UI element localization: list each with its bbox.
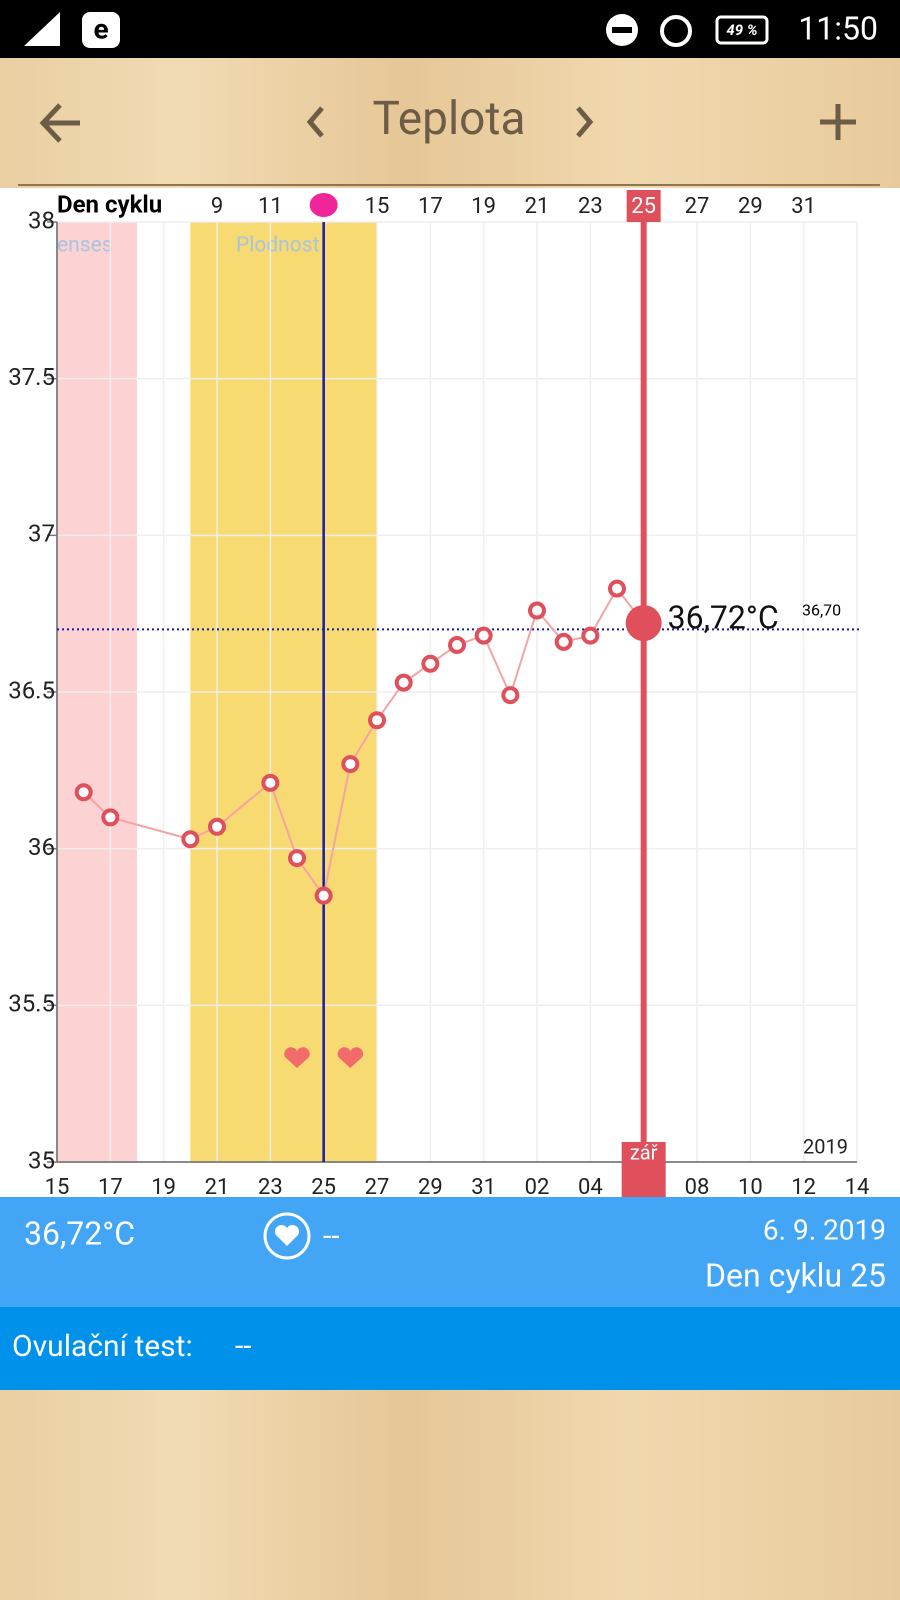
cycle-day-label: 31 — [791, 194, 816, 219]
chart: enses Plodnost 35 35.5 36 36.5 37 37.5 38 15 17 19 2… — [8, 190, 869, 1201]
value-label: 36,72°C — [668, 599, 779, 637]
x-tick-label: 04 — [578, 1175, 603, 1200]
y-tick-label: 35 — [28, 1146, 55, 1174]
data-point — [394, 673, 413, 692]
x-tick-label: 10 — [738, 1175, 763, 1200]
data-point — [74, 783, 93, 802]
app-icon-letter: e — [93, 12, 108, 45]
header — [0, 58, 900, 188]
y-tick-label: 36 — [28, 833, 55, 861]
band-label: enses — [57, 234, 113, 258]
cycle-day-label: 21 — [525, 194, 550, 219]
data-point — [208, 817, 226, 836]
ovulation-marker — [309, 193, 338, 217]
selected-day-line — [640, 222, 647, 1197]
cycle-day-label: 19 — [471, 194, 496, 219]
selected-date-box — [621, 1167, 666, 1201]
intercourse-heart — [337, 1047, 364, 1068]
x-tick-label: 23 — [258, 1175, 283, 1200]
ovulation-test-value: -- — [235, 1329, 252, 1364]
x-tick-label: 31 — [471, 1175, 496, 1200]
y-tick-label: 35.5 — [8, 990, 55, 1018]
info-temperature: 36,72°C — [24, 1214, 135, 1252]
cycle-day-label: 23 — [578, 194, 603, 219]
data-point — [608, 579, 626, 598]
x-tick-label: 17 — [98, 1175, 123, 1200]
y-tick-label: 37 — [28, 520, 55, 548]
footer-wood — [0, 1390, 900, 1600]
header-title: Teplota — [373, 92, 526, 146]
info-cycle-day: Den cyklu 25 — [705, 1256, 886, 1294]
back-button[interactable] — [39, 103, 80, 143]
app-icon — [82, 12, 120, 48]
data-point — [341, 755, 360, 774]
x-tick-label: 15 — [45, 1175, 70, 1200]
cycle-day-label: 11 — [258, 194, 283, 219]
data-point — [261, 773, 280, 792]
cycle-day-label: 9 — [211, 194, 223, 219]
x-tick-label: 27 — [365, 1175, 390, 1200]
year-label: 2019 — [803, 1134, 848, 1158]
x-tick-label: 02 — [525, 1175, 550, 1200]
cycle-day-label: 25 — [631, 194, 656, 219]
status-bar — [0, 0, 900, 58]
data-point — [421, 654, 440, 673]
next-button[interactable] — [576, 106, 594, 138]
heart-icon — [274, 1224, 300, 1246]
x-tick-label: 25 — [311, 1175, 336, 1200]
x-tick-label: 19 — [151, 1175, 176, 1200]
intercourse-value: -- — [323, 1219, 340, 1254]
selected-point — [625, 605, 662, 642]
clock: 11:50 — [798, 9, 878, 47]
y-tick-label: 38 — [28, 206, 55, 234]
data-point — [181, 830, 200, 849]
ovulation-test-label: Ovulační test: — [12, 1329, 193, 1364]
data-point — [501, 686, 520, 705]
alarm-icon — [660, 15, 692, 47]
selected-cycle-day-box — [626, 190, 661, 222]
month-label: zář — [630, 1140, 659, 1164]
data-point — [448, 636, 466, 654]
data-point — [474, 626, 493, 645]
signal-icon — [24, 12, 60, 46]
intercourse-heart — [284, 1047, 310, 1068]
battery-icon — [715, 15, 769, 45]
coverline-label: 36,70 — [802, 601, 841, 620]
battery-text: 49 % — [726, 21, 757, 39]
band-label: Plodnost — [236, 234, 320, 258]
cycle-day-label: 27 — [685, 194, 710, 219]
x-tick-label: 29 — [418, 1175, 443, 1200]
add-button[interactable] — [820, 104, 856, 140]
y-tick-label: 36.5 — [8, 676, 55, 704]
info-date: 6. 9. 2019 — [763, 1213, 886, 1246]
data-point — [101, 808, 120, 827]
data-point — [528, 601, 546, 620]
data-point — [368, 711, 386, 730]
info-panel — [0, 1197, 900, 1307]
cycle-day-label: 17 — [418, 194, 443, 219]
x-tick-label: 08 — [685, 1175, 710, 1200]
dnd-bar — [612, 27, 632, 33]
x-tick-label: 12 — [791, 1175, 816, 1200]
cycle-label: Den cyklu — [57, 190, 162, 218]
cycle-day-label: 15 — [365, 194, 390, 219]
data-point — [581, 626, 600, 645]
intercourse-icon[interactable] — [263, 1212, 311, 1260]
month-box — [621, 1142, 666, 1168]
prev-button[interactable] — [306, 106, 324, 138]
x-tick-label: 21 — [205, 1175, 230, 1200]
y-tick-label: 37.5 — [8, 363, 55, 391]
data-point — [314, 886, 333, 905]
cycle-day-label: 29 — [738, 194, 763, 219]
ovulation-panel — [0, 1307, 900, 1390]
data-point — [288, 849, 306, 868]
x-tick-label: 14 — [845, 1175, 870, 1200]
data-point — [554, 632, 573, 651]
